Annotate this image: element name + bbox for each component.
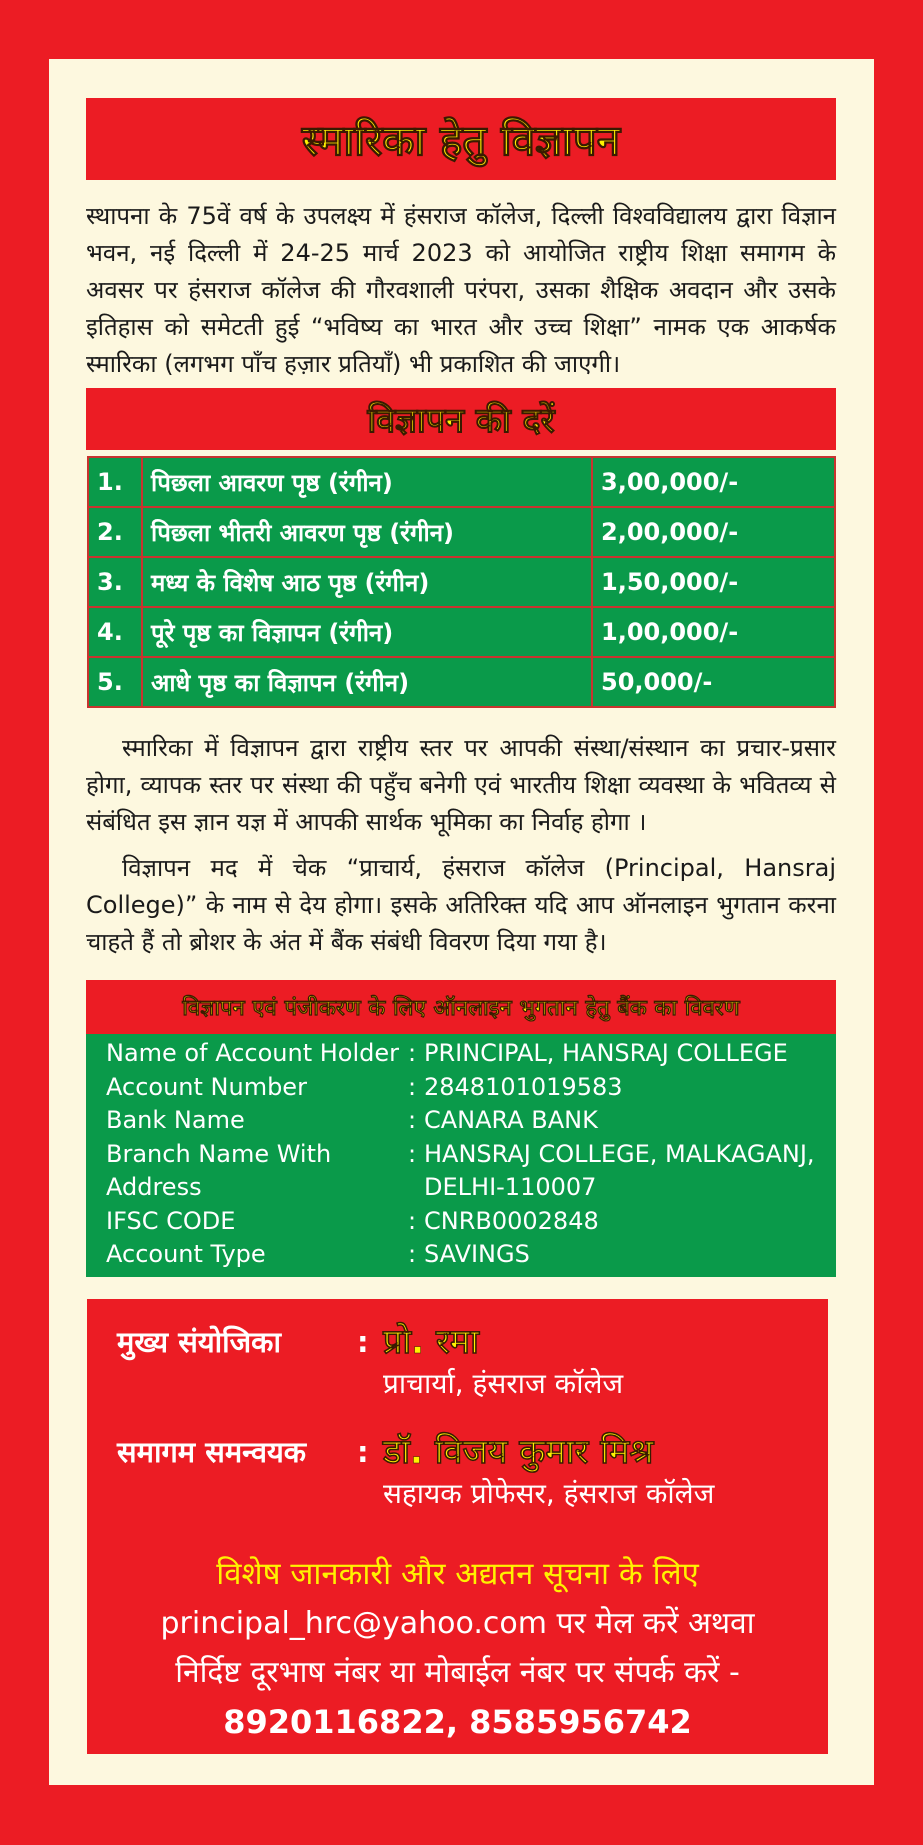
- separator: :: [357, 1435, 369, 1469]
- designation: सहायक प्रोफेसर, हंसराज कॉलेज: [383, 1477, 715, 1510]
- bank-row: Account Number:2848101019583: [106, 1071, 836, 1105]
- bank-label: Bank Name: [106, 1106, 245, 1134]
- person: समागम समन्वयक: डॉ. विजय कुमार मिश्र सहायक …: [117, 1429, 797, 1513]
- ad-type: पिछला आवरण पृष्ठ (रंगीन): [141, 456, 593, 508]
- rates-title-bar: विज्ञापन की दरें: [86, 388, 836, 450]
- bank-label: Account Number: [106, 1072, 307, 1101]
- bank-row: Bank Name: CANARA BANK: [106, 1104, 836, 1138]
- paragraph: स्मारिका में विज्ञापन द्वारा राष्ट्रीय स…: [86, 734, 836, 836]
- separator: :: [408, 1206, 417, 1235]
- role: मुख्य संयोजिका: [117, 1325, 281, 1359]
- bank-value: CNRB0002848: [424, 1205, 599, 1239]
- serial: 5.: [87, 656, 143, 708]
- bank-label: Name of Account Holder: [106, 1039, 399, 1067]
- bank-row: Branch Name With Address: HANSRAJ COLLEGE…: [106, 1138, 836, 1205]
- bank-value: HANSRAJ COLLEGE, MALKAGANJ, DELHI-110007: [424, 1138, 815, 1205]
- phone-numbers: 8920116822, 8585956742: [223, 1703, 692, 1741]
- bank-value-line: PRINCIPAL, HANSRAJ COLLEGE: [424, 1039, 788, 1067]
- separator: :: [357, 1325, 369, 1359]
- person-details: डॉ. विजय कुमार मिश्र सहायक प्रोफेसर, हंसर…: [383, 1429, 715, 1513]
- intro-paragraph: स्थापना के 75वें वर्ष के उपलक्ष्य में हं…: [86, 202, 836, 378]
- bank-value-line: DELHI-110007: [424, 1173, 597, 1201]
- rate: 2,00,000/-: [591, 506, 836, 558]
- title: स्मारिका हेतु विज्ञापन: [301, 115, 621, 165]
- bank-title: विज्ञापन एवं पंजीकरण के लिए ऑनलाइन भुगता…: [182, 996, 740, 1022]
- serial: 4.: [87, 606, 143, 658]
- bank-row: Account Type: SAVINGS: [106, 1238, 836, 1272]
- bank-value-line: CANARA BANK: [424, 1106, 598, 1134]
- rate-row: 2. पिछला भीतरी आवरण पृष्ठ (रंगीन) 2,00,000…: [87, 506, 836, 558]
- rate: 50,000/-: [591, 656, 836, 708]
- serial: 3.: [87, 556, 143, 608]
- rate-row: 4. पूरे पृष्ठ का विज्ञापन (रंगीन) 1,00,000…: [87, 606, 836, 658]
- person-name: प्रो. रमा: [383, 1322, 479, 1363]
- rate: 1,00,000/-: [591, 606, 836, 658]
- footer-line: निर्दिष्ट दूरभाष नंबर या मोबाईल नंबर पर …: [175, 1655, 740, 1690]
- bank-title-bar: विज्ञापन एवं पंजीकरण के लिए ऑनलाइन भुगता…: [86, 980, 836, 1034]
- person: मुख्य संयोजिका: प्रो. रमा प्राचार्या, हंसर…: [117, 1319, 797, 1403]
- rate: 3,00,000/-: [591, 456, 836, 508]
- ad-type: पूरे पृष्ठ का विज्ञापन (रंगीन): [141, 606, 593, 658]
- bank-value-line: 2848101019583: [424, 1072, 623, 1101]
- bank-value-line: HANSRAJ COLLEGE, MALKAGANJ,: [424, 1139, 815, 1168]
- designation: प्राचार्या, हंसराज कॉलेज: [383, 1367, 624, 1400]
- ad-type: पिछला भीतरी आवरण पृष्ठ (रंगीन): [141, 506, 593, 558]
- bank-row: IFSC CODE: CNRB0002848: [106, 1205, 836, 1239]
- bank-value-line: SAVINGS: [424, 1240, 530, 1268]
- bank-row: Name of Account Holder: PRINCIPAL, HANSRA…: [106, 1037, 836, 1071]
- bank-value: 2848101019583: [424, 1071, 623, 1105]
- role: समागम समन्वयक: [117, 1435, 307, 1469]
- separator: :: [408, 1240, 417, 1268]
- paragraph: विज्ञापन मद में चेक “प्राचार्य, हंसराज क…: [86, 854, 836, 956]
- bank-value: SAVINGS: [424, 1238, 530, 1272]
- contact-box: मुख्य संयोजिका: प्रो. रमा प्राचार्या, हंसर…: [87, 1299, 828, 1754]
- footer-line: principal_hrc@yahoo.com पर मेल करें अथवा: [160, 1606, 755, 1641]
- rate-row: 5. आधे पृष्ठ का विज्ञापन (रंगीन) 50,000/-: [87, 656, 836, 708]
- title-bar: स्मारिका हेतु विज्ञापन: [86, 98, 836, 180]
- bank-label: Account Type: [106, 1240, 266, 1268]
- separator: :: [408, 1072, 417, 1101]
- person-name: डॉ. विजय कुमार मिश्र: [383, 1432, 654, 1473]
- separator: :: [408, 1039, 417, 1067]
- rate-row: 1. पिछला आवरण पृष्ठ (रंगीन) 3,00,000/-: [87, 456, 836, 508]
- ad-type: मध्य के विशेष आठ पृष्ठ (रंगीन): [141, 556, 593, 608]
- bank-value-line: CNRB0002848: [424, 1206, 599, 1235]
- bank-label: Branch Name With Address: [106, 1139, 332, 1202]
- separator: :: [408, 1106, 417, 1134]
- person-details: प्रो. रमा प्राचार्या, हंसराज कॉलेज: [383, 1319, 623, 1403]
- ad-type: आधे पृष्ठ का विज्ञापन (रंगीन): [141, 656, 593, 708]
- bank-value: CANARA BANK: [424, 1104, 598, 1138]
- rates-table: 1. पिछला आवरण पृष्ठ (रंगीन) 3,00,000/- 2. पि…: [87, 456, 836, 708]
- bank-details: Name of Account Holder: PRINCIPAL, HANSRA…: [86, 1034, 836, 1277]
- rate-row: 3. मध्य के विशेष आठ पृष्ठ (रंगीन) 1,50,000…: [87, 556, 836, 608]
- serial: 2.: [87, 506, 143, 558]
- footer-heading: विशेष जानकारी और अद्यतन सूचना के लिए: [216, 1556, 699, 1592]
- separator: :: [408, 1139, 417, 1168]
- bank-value: PRINCIPAL, HANSRAJ COLLEGE: [424, 1037, 788, 1071]
- bank-label: IFSC CODE: [106, 1206, 236, 1235]
- rates-title: विज्ञापन की दरें: [367, 401, 555, 442]
- rate: 1,50,000/-: [591, 556, 836, 608]
- serial: 1.: [87, 456, 143, 508]
